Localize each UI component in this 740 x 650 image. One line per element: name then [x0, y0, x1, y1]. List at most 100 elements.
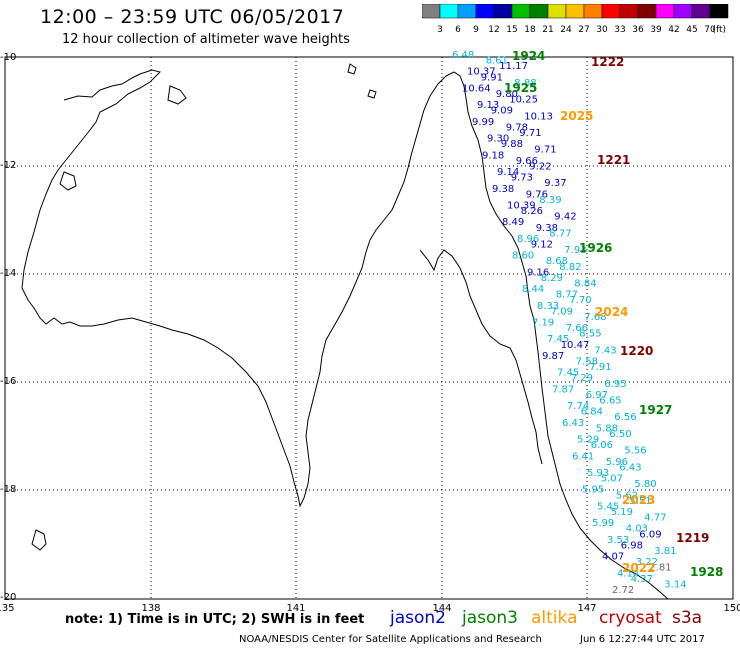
color-scale-label: 18: [524, 25, 536, 35]
color-swatch: [493, 4, 513, 19]
wave-height-reading: 10.37: [467, 67, 496, 78]
color-scale-label: 15: [506, 25, 517, 35]
wave-height-reading: 7.66: [566, 323, 588, 334]
wave-height-reading: 7.45: [557, 368, 579, 379]
wave-height-reading: 6.43: [562, 418, 584, 429]
color-swatch: [422, 4, 441, 19]
wave-height-reading: 6.43: [619, 462, 641, 473]
longitude-tick-label: 141: [286, 603, 305, 614]
color-swatch: [583, 4, 603, 19]
wave-height-reading: 7.93: [564, 245, 586, 256]
axis-labels: 135 138 141 144 147 150 -10 -12 -14 -16 -18 -20: [0, 52, 740, 614]
wave-height-reading: 6.97: [586, 390, 608, 401]
wave-height-reading: 9.16: [527, 267, 549, 278]
wave-height-reading: 6.41: [572, 451, 594, 462]
color-swatch: [709, 4, 729, 19]
wave-height-reading: 9.18: [482, 150, 504, 161]
color-scale-label: 24: [560, 25, 572, 35]
wave-height-reading: 4.37: [631, 574, 653, 585]
wave-height-reading: 9.13: [477, 100, 499, 111]
wave-height-reading: 10.47: [561, 340, 590, 351]
color-scale: 3 6 9 12 15 18 21 24 27 30 33 36 39 42 45 70(ft): [422, 4, 729, 35]
wave-height-reading: 9.87: [542, 351, 564, 362]
wave-height-reading: 2.72: [612, 585, 634, 596]
legend-jason3: jason3: [462, 608, 518, 628]
wave-height-reading: 3.81: [654, 546, 676, 557]
wave-height-reading: 5.93: [587, 468, 609, 479]
page-title: 12:00 – 23:59 UTC 06/05/2017: [40, 6, 345, 28]
longitude-tick-label: 138: [141, 603, 160, 614]
wave-height-reading: 10.39: [507, 201, 536, 212]
color-scale-label: 45: [686, 25, 697, 35]
graticule: [5, 57, 733, 599]
wave-height-reading: 8.84: [574, 279, 596, 290]
pass-id-label: 2025: [560, 109, 593, 123]
wave-height-reading: 7.09: [551, 306, 573, 317]
wave-height-reading: 9.80: [496, 89, 518, 100]
wave-height-reading: 8.68: [546, 256, 568, 267]
wave-height-reading: 8.49: [502, 217, 524, 228]
wave-height-reading: 9.30: [487, 134, 509, 145]
wave-height-reading: 7.43: [594, 345, 616, 356]
wave-height-reading: 6.95: [604, 379, 626, 390]
wave-height-reading: 6.56: [614, 412, 636, 423]
color-scale-label: 42: [668, 25, 679, 35]
wave-height-reading: 8.88: [514, 78, 536, 89]
color-scale-label: 33: [614, 25, 625, 35]
coastline: [21, 63, 669, 600]
wave-height-reading: 8.33: [537, 301, 559, 312]
wave-height-reading: 9.99: [472, 117, 494, 128]
color-scale-label: 70: [704, 25, 716, 35]
longitude-tick-label: 135: [0, 603, 15, 614]
color-scale-label: 6: [455, 25, 461, 35]
wave-height-reading: 5.88: [596, 423, 618, 434]
longitude-tick-label: 150: [723, 603, 740, 614]
color-scale-label: 30: [596, 25, 608, 35]
pass-id-label: 1220: [620, 344, 653, 358]
wave-height-reading: 4.14: [617, 568, 639, 579]
map-frame: [4, 56, 734, 600]
wave-height-reading: 8.26: [521, 206, 543, 217]
wave-height-reading: 5.80: [634, 479, 656, 490]
wave-height-reading: 8.44: [522, 284, 544, 295]
color-swatch: [601, 4, 621, 19]
wave-height-reading: 6.84: [581, 407, 603, 418]
wave-height-reading: 3.22: [636, 557, 658, 568]
wave-height-reading: 4.03: [626, 524, 648, 535]
footer-note: note: 1) Time is in UTC; 2) SWH is in fe…: [65, 612, 365, 627]
color-scale-unit: (ft): [712, 25, 726, 35]
longitude-tick-label: 144: [432, 603, 451, 614]
wave-height-reading: 8.82: [559, 262, 581, 273]
longitude-tick-label: 147: [577, 603, 596, 614]
wave-height-reading: 3.14: [664, 579, 686, 590]
wave-height-reading: 7.74: [567, 401, 589, 412]
color-swatch: [619, 4, 639, 19]
wave-height-reading: 6.09: [639, 529, 661, 540]
color-scale-label: 3: [437, 25, 443, 35]
wave-height-reading: 6.06: [591, 440, 613, 451]
wave-height-reading: 8.55: [579, 329, 601, 340]
wave-height-reading: 5.99: [592, 518, 614, 529]
wave-height-reading: 7.45: [547, 334, 569, 345]
pass-id-label: 1222: [591, 55, 624, 69]
color-scale-label: 27: [578, 25, 589, 35]
wave-height-reading: 8.29: [541, 273, 563, 284]
legend-cryosat: cryosat: [599, 608, 662, 628]
latitude-tick-label: -10: [0, 52, 16, 63]
wave-height-reading: 11.17: [499, 61, 528, 72]
color-swatch: [439, 4, 459, 19]
color-swatch: [547, 4, 567, 19]
wave-height-reading: 5.45: [597, 501, 619, 512]
wave-height-reading: 5.51: [629, 496, 651, 507]
pass-id-label: 1926: [579, 241, 612, 255]
latitude-tick-label: -16: [0, 376, 16, 387]
wave-height-reading: 8.96: [517, 234, 539, 245]
legend-altika: altika: [531, 608, 578, 628]
color-swatch: [655, 4, 675, 19]
pass-id-label: 2022: [622, 561, 655, 575]
wave-height-reading: 5.95: [582, 485, 604, 496]
pass-id-label: 1927: [639, 403, 672, 417]
color-swatch: [637, 4, 657, 19]
color-scale-label: 39: [650, 25, 662, 35]
wave-height-reading: 9.66: [516, 156, 538, 167]
